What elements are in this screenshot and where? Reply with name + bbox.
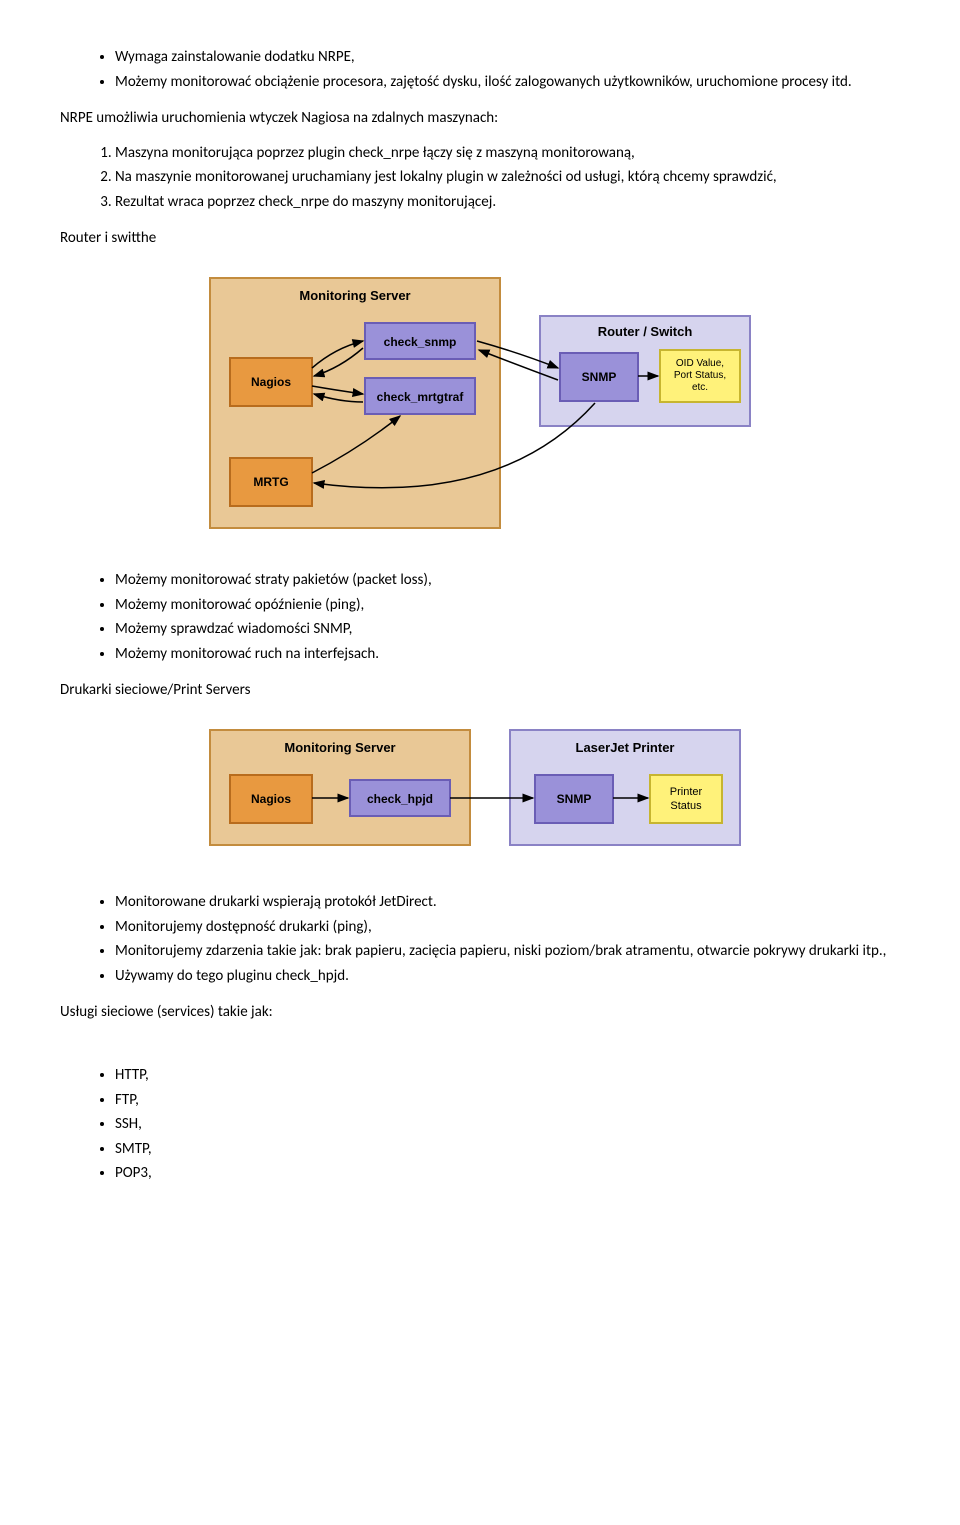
d1-monitoring-title: Monitoring Server <box>299 288 410 303</box>
list-item: SSH, <box>115 1113 900 1136</box>
list-item: Możemy monitorować opóźnienie (ping), <box>115 594 900 617</box>
nrpe-steps: Maszyna monitorująca poprzez plugin chec… <box>60 142 900 214</box>
list-item: Możemy sprawdzać wiadomości SNMP, <box>115 618 900 641</box>
list-item: Monitorujemy zdarzenia takie jak: brak p… <box>115 940 900 963</box>
d2-printer-title: LaserJet Printer <box>576 740 675 755</box>
list-item: Monitorujemy dostępność drukarki (ping), <box>115 916 900 939</box>
svg-text:Status: Status <box>670 800 702 812</box>
list-item: FTP, <box>115 1089 900 1112</box>
list-item: HTTP, <box>115 1064 900 1087</box>
list-item: Możemy monitorować straty pakietów (pack… <box>115 569 900 592</box>
services-bullets: HTTP, FTP, SSH, SMTP, POP3, <box>60 1064 900 1185</box>
d1-check-snmp: check_snmp <box>384 335 457 349</box>
list-item: Maszyna monitorująca poprzez plugin chec… <box>115 142 900 165</box>
list-item: SMTP, <box>115 1138 900 1161</box>
list-item: Możemy monitorować ruch na interfejsach. <box>115 643 900 666</box>
svg-text:OID Value,: OID Value, <box>676 358 724 369</box>
nrpe-intro: NRPE umożliwia uruchomienia wtyczek Nagi… <box>60 107 900 130</box>
router-bullets: Możemy monitorować straty pakietów (pack… <box>60 569 900 665</box>
printer-bullets: Monitorowane drukarki wspierają protokół… <box>60 891 900 987</box>
d2-monitoring-title: Monitoring Server <box>284 740 395 755</box>
list-item: Monitorowane drukarki wspierają protokół… <box>115 891 900 914</box>
d1-mrtg: MRTG <box>253 475 288 489</box>
intro-list: Wymaga zainstalowanie dodatku NRPE, Może… <box>60 46 900 93</box>
d1-router-title: Router / Switch <box>598 324 693 339</box>
list-item: Możemy monitorować obciążenie procesora,… <box>115 71 900 94</box>
list-item: POP3, <box>115 1162 900 1185</box>
router-diagram-svg: Monitoring Server Nagios check_snmp chec… <box>200 268 760 538</box>
diagram-printer: Monitoring Server Nagios check_hpjd Lase… <box>60 720 900 868</box>
list-item: Wymaga zainstalowanie dodatku NRPE, <box>115 46 900 69</box>
list-item: Rezultat wraca poprzez check_nrpe do mas… <box>115 191 900 214</box>
d1-check-mrtgtraf: check_mrtgtraf <box>377 390 465 404</box>
d2-check-hpjd: check_hpjd <box>367 792 433 806</box>
list-item: Używamy do tego pluginu check_hpjd. <box>115 965 900 988</box>
svg-text:etc.: etc. <box>692 382 708 393</box>
diagram-router: Monitoring Server Nagios check_snmp chec… <box>60 268 900 546</box>
d2-snmp: SNMP <box>557 792 592 806</box>
section-services-title: Usługi sieciowe (services) takie jak: <box>60 1001 900 1024</box>
printer-diagram-svg: Monitoring Server Nagios check_hpjd Lase… <box>200 720 760 860</box>
d1-snmp: SNMP <box>582 370 617 384</box>
d1-nagios: Nagios <box>251 375 291 389</box>
list-item: Na maszynie monitorowanej uruchamiany je… <box>115 166 900 189</box>
section-router-title: Router i switthe <box>60 227 900 250</box>
svg-text:Printer: Printer <box>670 786 703 798</box>
section-printer-title: Drukarki sieciowe/Print Servers <box>60 679 900 702</box>
d2-nagios: Nagios <box>251 792 291 806</box>
svg-text:Port Status,: Port Status, <box>674 370 726 381</box>
